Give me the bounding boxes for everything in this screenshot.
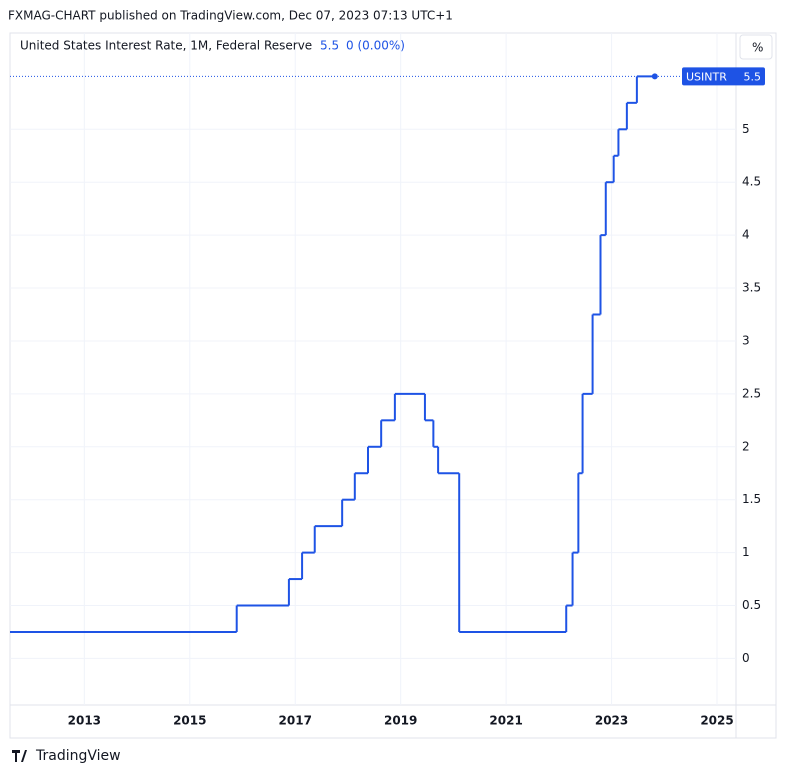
grid xyxy=(10,33,736,705)
x-tick-label: 2017 xyxy=(279,714,312,728)
x-tick-label: 2019 xyxy=(384,714,417,728)
y-tick-label: 3.5 xyxy=(742,281,761,295)
footer: TradingView xyxy=(35,748,121,764)
last-point xyxy=(651,73,658,80)
y-tick-label: 0 xyxy=(742,651,750,665)
x-tick-label: 2023 xyxy=(595,714,628,728)
price-tag-value: 5.5 xyxy=(744,70,762,83)
change: 0 (0.00%) xyxy=(346,39,405,53)
x-tick-label: 2021 xyxy=(489,714,522,728)
y-tick-label: 4 xyxy=(742,228,750,242)
y-tick-label: 5 xyxy=(742,122,750,136)
series-title: United States Interest Rate, 1M, Federal… xyxy=(20,39,312,53)
unit-label[interactable]: % xyxy=(752,41,763,55)
x-tick-label: 2025 xyxy=(700,714,733,728)
last-value: 5.5 xyxy=(320,39,339,53)
y-tick-label: 3 xyxy=(742,333,750,347)
y-tick-label: 1.5 xyxy=(742,492,761,506)
y-tick-label: 2.5 xyxy=(742,386,761,400)
plot xyxy=(10,73,736,633)
header: FXMAG-CHART published on TradingView.com… xyxy=(8,9,453,23)
y-tick-label: 1 xyxy=(742,545,750,559)
x-tick-label: 2013 xyxy=(68,714,101,728)
logo xyxy=(12,750,27,762)
chart-frame xyxy=(9,32,777,739)
price-tag xyxy=(682,67,765,86)
y-tick-label: 0.5 xyxy=(742,598,761,612)
y-tick-label: 2 xyxy=(742,439,750,453)
unit-button[interactable] xyxy=(739,34,773,60)
price-tag-symbol: USINTR xyxy=(686,70,727,83)
x-tick-label: 2015 xyxy=(173,714,206,728)
y-tick-label: 4.5 xyxy=(742,175,761,189)
